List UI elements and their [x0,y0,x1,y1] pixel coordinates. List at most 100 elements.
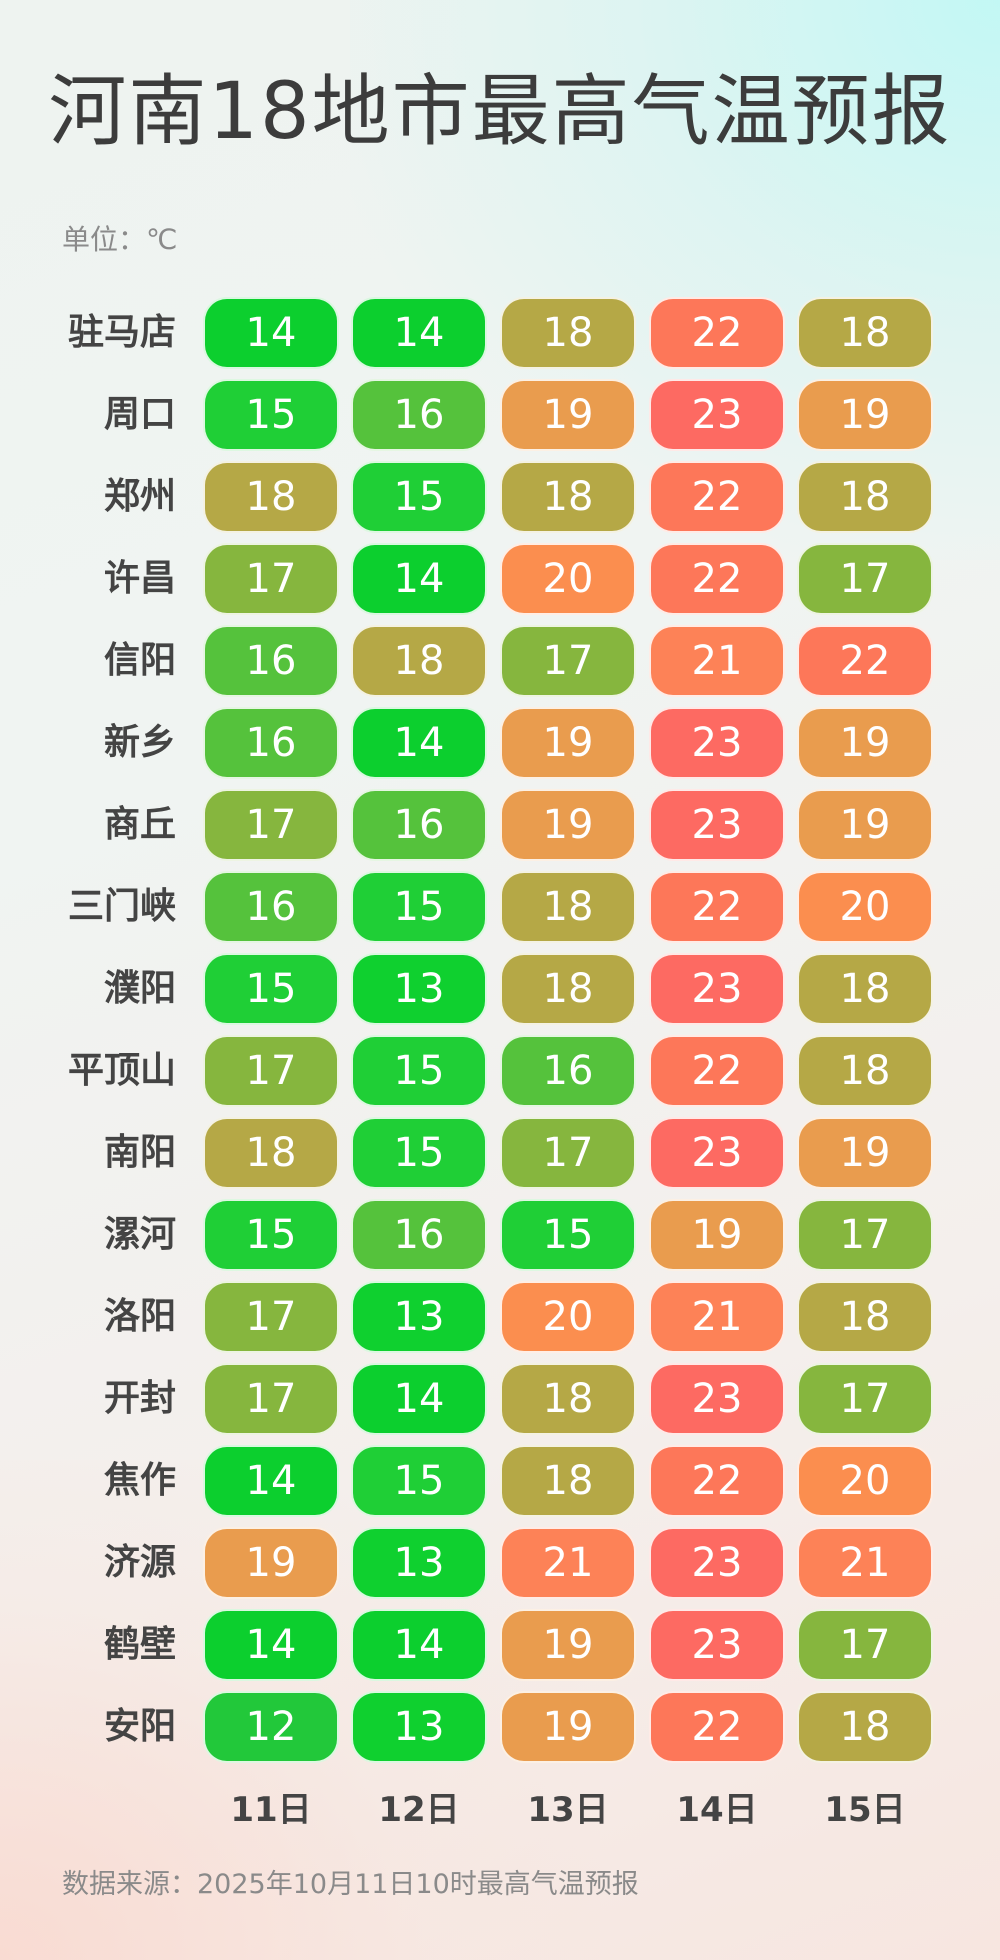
temperature-cell: 20 [797,871,933,943]
temperature-cell: 19 [797,1117,933,1189]
temperature-cell: 22 [649,297,785,369]
city-label: 安阳 [103,1706,176,1747]
temperature-cell: 22 [649,871,785,943]
temperature-cell: 20 [500,1281,636,1353]
city-label: 许昌 [103,558,176,599]
temperature-cell: 14 [351,1363,487,1435]
temperature-cell: 15 [203,953,339,1025]
temperature-cell: 14 [203,1445,339,1517]
temperature-cell: 22 [649,1691,785,1763]
city-label: 驻马店 [67,312,176,353]
temperature-cell: 18 [500,297,636,369]
temperature-cell: 18 [797,297,933,369]
temperature-cell: 17 [203,789,339,861]
temperature-cell: 17 [203,1363,339,1435]
temperature-cell: 23 [649,789,785,861]
temperature-cell: 22 [649,1445,785,1517]
temperature-cell: 18 [797,1691,933,1763]
city-label: 鹤壁 [103,1624,176,1665]
city-label: 商丘 [103,804,176,845]
temperature-cell: 18 [500,871,636,943]
temperature-cell: 18 [797,1281,933,1353]
city-label: 济源 [103,1542,176,1583]
temperature-cell: 21 [649,625,785,697]
temperature-cell: 23 [649,953,785,1025]
temperature-cell: 15 [500,1199,636,1271]
temperature-cell: 19 [797,707,933,779]
city-label: 焦作 [103,1460,176,1501]
temperature-cell: 17 [203,1035,339,1107]
temperature-cell: 23 [649,1609,785,1681]
day-label: 11日 [230,1790,312,1830]
temperature-cell: 22 [649,1035,785,1107]
temperature-cell: 14 [203,1609,339,1681]
temperature-cell: 19 [500,789,636,861]
temperature-cell: 15 [351,1117,487,1189]
temperature-cell: 20 [797,1445,933,1517]
day-label: 13日 [527,1790,609,1830]
data-source-note: 数据来源：2025年10月11日10时最高气温预报 [62,1869,639,1900]
temperature-cell: 22 [797,625,933,697]
temperature-cell: 23 [649,1363,785,1435]
temperature-cell: 18 [500,1445,636,1517]
temperature-cell: 16 [351,379,487,451]
temperature-cell: 16 [351,1199,487,1271]
day-label: 14日 [676,1790,758,1830]
temperature-cell: 23 [649,1117,785,1189]
city-label: 三门峡 [67,886,176,927]
temperature-cell: 15 [203,379,339,451]
temperature-cell: 16 [203,625,339,697]
temperature-cell: 23 [649,707,785,779]
unit-label: 单位：℃ [62,223,178,256]
temperature-cell: 15 [203,1199,339,1271]
temperature-cell: 20 [500,543,636,615]
day-label: 15日 [824,1790,906,1830]
temperature-cell: 18 [797,1035,933,1107]
temperature-cell: 16 [203,707,339,779]
temperature-cell: 23 [649,1527,785,1599]
temperature-cell: 14 [351,1609,487,1681]
temperature-cell: 15 [351,871,487,943]
temperature-cell: 19 [500,379,636,451]
temperature-cell: 14 [351,543,487,615]
temperature-cell: 13 [351,1691,487,1763]
city-label: 平顶山 [67,1050,176,1091]
temperature-cell: 22 [649,461,785,533]
temperature-cell: 23 [649,379,785,451]
temperature-cell: 15 [351,1035,487,1107]
temperature-cell: 19 [500,1691,636,1763]
city-label: 南阳 [103,1132,176,1173]
temperature-cell: 18 [500,461,636,533]
temperature-cell: 21 [500,1527,636,1599]
temperature-cell: 16 [203,871,339,943]
temperature-cell: 13 [351,1527,487,1599]
temperature-cell: 19 [500,707,636,779]
temperature-cell: 18 [203,461,339,533]
temperature-cell: 13 [351,953,487,1025]
temperature-cell: 21 [797,1527,933,1599]
temperature-cell: 15 [351,1445,487,1517]
temperature-cell: 19 [649,1199,785,1271]
temperature-cell: 15 [351,461,487,533]
temperature-cell: 18 [797,461,933,533]
chart-title: 河南18地市最高气温预报 [48,67,952,157]
temperature-cell: 12 [203,1691,339,1763]
city-label: 开封 [103,1378,176,1419]
temperature-cell: 18 [797,953,933,1025]
temperature-cell: 14 [351,707,487,779]
temperature-cell: 17 [203,1281,339,1353]
city-label: 周口 [103,394,176,435]
temperature-cell: 19 [797,789,933,861]
temperature-cell: 21 [649,1281,785,1353]
city-label: 新乡 [103,722,176,763]
city-label: 郑州 [103,476,176,517]
temperature-cell: 17 [500,625,636,697]
day-label: 12日 [378,1790,460,1830]
city-label: 洛阳 [103,1296,176,1337]
temperature-cell: 18 [500,1363,636,1435]
temperature-cell: 16 [500,1035,636,1107]
temperature-cell: 18 [351,625,487,697]
city-label: 濮阳 [103,968,176,1009]
temperature-cell: 17 [797,543,933,615]
